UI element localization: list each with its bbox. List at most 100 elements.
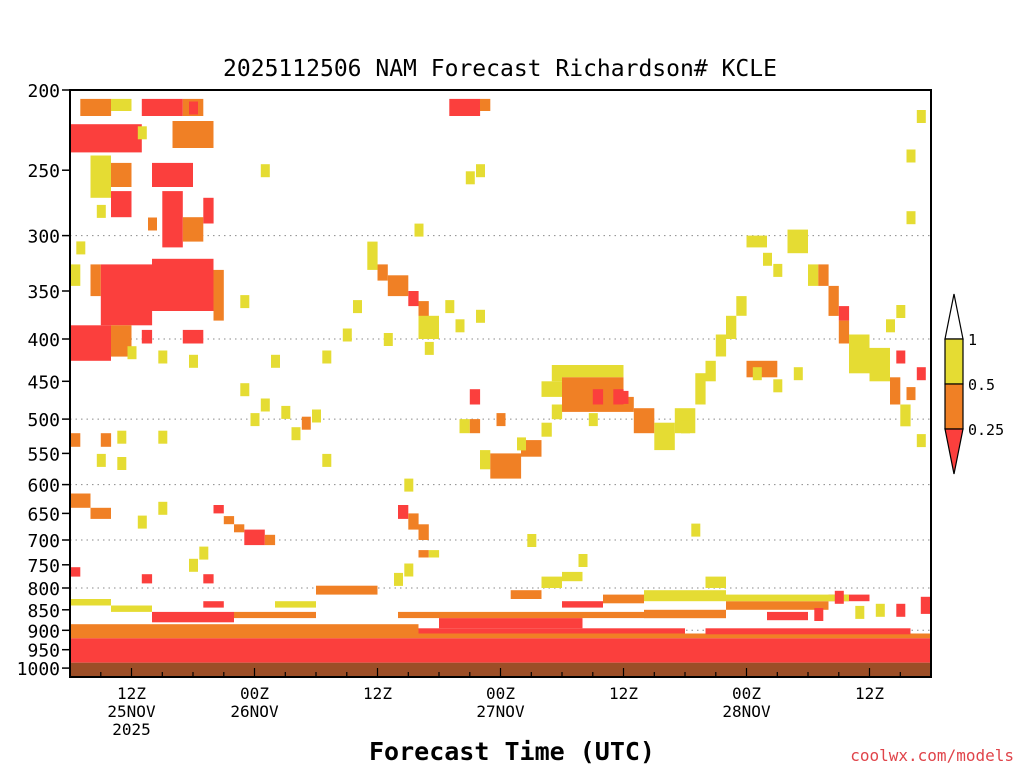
ri-cell-mid-46 xyxy=(469,419,481,434)
ri-speck-high-51 xyxy=(773,263,783,277)
ri-speck-high-21 xyxy=(271,354,280,368)
y-tick-label-950: 950 xyxy=(27,641,60,662)
ri-speck-high-60 xyxy=(896,305,906,318)
ri-cell-low-105 xyxy=(141,574,153,584)
x-tick-label-6-1: 12Z xyxy=(855,684,884,703)
ri-speck-high-31 xyxy=(414,223,424,237)
ri-cell-low-12 xyxy=(203,197,214,224)
x-tick-label-2-1: 12Z xyxy=(363,684,392,703)
watermark-text: coolwx.com/models xyxy=(850,746,1014,765)
legend-label-0.5: 0.5 xyxy=(968,376,995,394)
ri-cell-high-44 xyxy=(459,419,470,434)
ri-cell-mid-80 xyxy=(70,633,931,639)
ri-cell-high-70 xyxy=(808,264,819,286)
ri-cell-low-4 xyxy=(70,124,142,153)
legend-swatch-mid xyxy=(944,383,964,430)
x-tick-label-5-1: 00Z xyxy=(732,684,761,703)
ri-cell-mid-72 xyxy=(828,285,839,316)
ri-cell-mid-96 xyxy=(510,590,542,599)
ri-cell-low-2 xyxy=(141,98,183,116)
ri-cell-low-26 xyxy=(213,505,224,514)
plot-background xyxy=(70,90,931,677)
ri-cell-low-9 xyxy=(111,191,132,218)
ri-cell-high-94 xyxy=(541,576,562,588)
y-tick-label-250: 250 xyxy=(27,161,60,182)
ri-speck-high-59 xyxy=(916,434,926,448)
ri-speck-high-5 xyxy=(127,346,137,360)
ri-speck-high-52 xyxy=(773,379,783,393)
ri-speck-high-6 xyxy=(158,350,168,364)
ri-cell-high-63 xyxy=(705,360,716,382)
ri-speck-low-61 xyxy=(896,350,906,364)
ri-speck-high-65 xyxy=(855,605,865,619)
ri-cell-high-64 xyxy=(715,334,727,357)
ri-speck-low-66 xyxy=(814,608,824,621)
ri-cell-low-82 xyxy=(439,618,583,629)
gridlines xyxy=(70,235,931,631)
x-tick-label-0-2: 25NOV xyxy=(107,702,156,721)
ri-speck-high-39 xyxy=(404,563,414,577)
y-tick-label-800: 800 xyxy=(27,579,60,600)
y-tick-label-1000: 1000 xyxy=(17,659,60,680)
ri-speck-high-44 xyxy=(578,554,588,567)
ri-cell-high-35 xyxy=(428,550,440,558)
ri-cell-high-69 xyxy=(787,229,808,254)
x-tick-label-5-2: 28NOV xyxy=(722,702,771,721)
ri-speck-high-15 xyxy=(189,558,198,572)
ri-cell-mid-39 xyxy=(377,264,388,281)
ri-cell-low-87 xyxy=(767,611,808,621)
ri-speck-high-25 xyxy=(312,409,321,423)
y-tick-label-850: 850 xyxy=(27,601,60,622)
ri-cell-low-31 xyxy=(398,505,409,519)
ri-cell-mid-67 xyxy=(746,360,778,378)
ri-cell-high-66 xyxy=(736,296,747,316)
ri-cell-high-68 xyxy=(746,235,767,248)
plot-area xyxy=(69,89,932,678)
ri-cell-mid-43 xyxy=(480,98,491,111)
ri-speck-high-43 xyxy=(527,534,537,547)
ri-cell-low-84 xyxy=(705,628,911,635)
ri-cell-mid-59 xyxy=(633,408,655,434)
ri-speck-low-67 xyxy=(834,590,844,604)
ri-cell-mid-33 xyxy=(418,524,429,540)
ri-speck-mid-24 xyxy=(301,416,311,430)
ri-speck-high-4 xyxy=(76,241,86,255)
ri-speck-high-22 xyxy=(281,405,291,419)
ri-cell-low-73 xyxy=(838,306,850,321)
ri-cell-high-62 xyxy=(695,373,706,405)
ri-cell-low-29 xyxy=(244,529,265,546)
ri-speck-high-53 xyxy=(793,367,803,381)
x-tick-label-1-2: 26NOV xyxy=(230,702,279,721)
ri-speck-mid-2 xyxy=(148,217,157,231)
legend-swatch-high xyxy=(944,338,964,385)
ri-cell-high-101 xyxy=(111,605,152,612)
ri-cell-low-8 xyxy=(152,162,193,187)
ri-cell-low-107 xyxy=(203,574,214,584)
ri-speck-high-55 xyxy=(906,149,916,163)
ri-cell-high-41 xyxy=(418,315,439,339)
ri-speck-high-30 xyxy=(383,333,393,346)
ri-speck-high-27 xyxy=(322,453,332,467)
ri-cell-mid-99 xyxy=(234,611,316,619)
ri-cell-high-54 xyxy=(562,365,624,378)
ri-cell-high-78 xyxy=(900,404,911,427)
y-tick-label-400: 400 xyxy=(27,330,60,351)
ri-cell-mid-24 xyxy=(70,493,91,508)
ri-speck-high-1 xyxy=(137,126,147,140)
ri-cell-high-95 xyxy=(562,571,583,582)
y-tick-label-300: 300 xyxy=(27,227,60,248)
ri-speck-high-33 xyxy=(445,300,455,314)
ri-speck-high-8 xyxy=(96,453,106,467)
x-tick-label-1-1: 00Z xyxy=(240,684,269,703)
ri-speck-high-29 xyxy=(353,300,362,314)
ri-speck-high-62 xyxy=(886,319,895,333)
ri-cell-mid-28 xyxy=(234,524,245,533)
ri-cell-mid-49 xyxy=(521,440,542,457)
ri-cell-high-51 xyxy=(551,404,563,420)
ri-speck-high-32 xyxy=(424,341,434,355)
ri-cell-low-102 xyxy=(203,601,224,608)
ri-cell-low-42 xyxy=(449,98,481,116)
ri-speck-high-0 xyxy=(96,204,106,218)
